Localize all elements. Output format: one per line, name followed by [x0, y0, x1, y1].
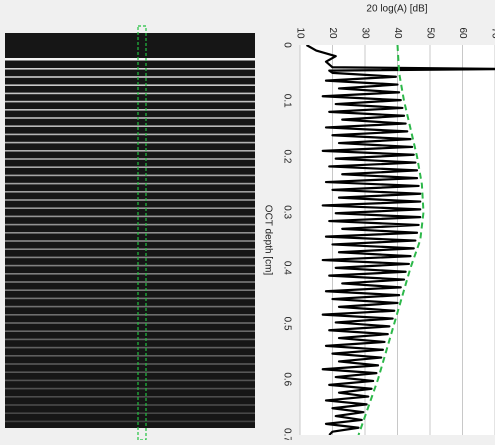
stripe [5, 339, 255, 341]
stripe [5, 298, 255, 300]
stripe [5, 216, 255, 218]
stripe [5, 363, 255, 365]
y-tick-label: 50 [424, 27, 435, 39]
stripe [5, 224, 255, 226]
stripe [5, 150, 255, 152]
stripe [5, 109, 255, 111]
stripe [5, 166, 255, 168]
stripe [5, 199, 255, 201]
stripe [5, 125, 255, 127]
stripe [5, 248, 255, 250]
stripe [5, 93, 255, 95]
x-tick-label: 0.4 [281, 261, 292, 275]
x-tick-label: 0.1 [281, 94, 292, 108]
bright-stripe [5, 58, 255, 61]
x-tick-label: 0.3 [281, 205, 292, 219]
stripe [5, 289, 255, 291]
y-tick-label: 70 [489, 27, 495, 39]
stripe [5, 191, 255, 193]
y-axis-title: 20 log(A) [dB] [366, 4, 427, 15]
stripe [5, 134, 255, 136]
stripe [5, 265, 255, 267]
x-tick-label: 0.5 [281, 317, 292, 331]
stripe [5, 117, 255, 119]
stripe [5, 281, 255, 283]
stripe [5, 306, 255, 308]
stripe [5, 388, 255, 390]
y-tick-label: 30 [359, 27, 370, 39]
stripe [5, 232, 255, 234]
stripe [5, 175, 255, 177]
stripe [5, 76, 255, 78]
y-tick-label: 10 [294, 27, 305, 39]
stripe [5, 371, 255, 373]
x-tick-label: 0 [281, 42, 292, 48]
stripe [5, 412, 255, 414]
y-tick-label: 20 [327, 27, 338, 39]
stripe [5, 240, 255, 242]
oct-image [5, 33, 255, 428]
stripe [5, 257, 255, 259]
stripe [5, 101, 255, 103]
stripe [5, 207, 255, 209]
stripe [5, 380, 255, 382]
stripe [5, 404, 255, 406]
x-tick-label: 0.2 [281, 149, 292, 163]
stripe [5, 421, 255, 423]
stripe [5, 396, 255, 398]
y-tick-label: 40 [392, 27, 403, 39]
stripe [5, 68, 255, 70]
y-tick-label: 60 [457, 27, 468, 39]
stripe [5, 158, 255, 160]
stripe [5, 355, 255, 357]
x-tick-label: 0.7 [281, 428, 292, 440]
stripe [5, 347, 255, 349]
x-axis-title: OCT depth [cm] [262, 205, 273, 276]
stripe [5, 273, 255, 275]
stripe [5, 142, 255, 144]
stripe [5, 314, 255, 316]
stripe [5, 322, 255, 324]
x-tick-label: 0.6 [281, 372, 292, 386]
stripe [5, 84, 255, 86]
stripe [5, 183, 255, 185]
stripe [5, 330, 255, 332]
